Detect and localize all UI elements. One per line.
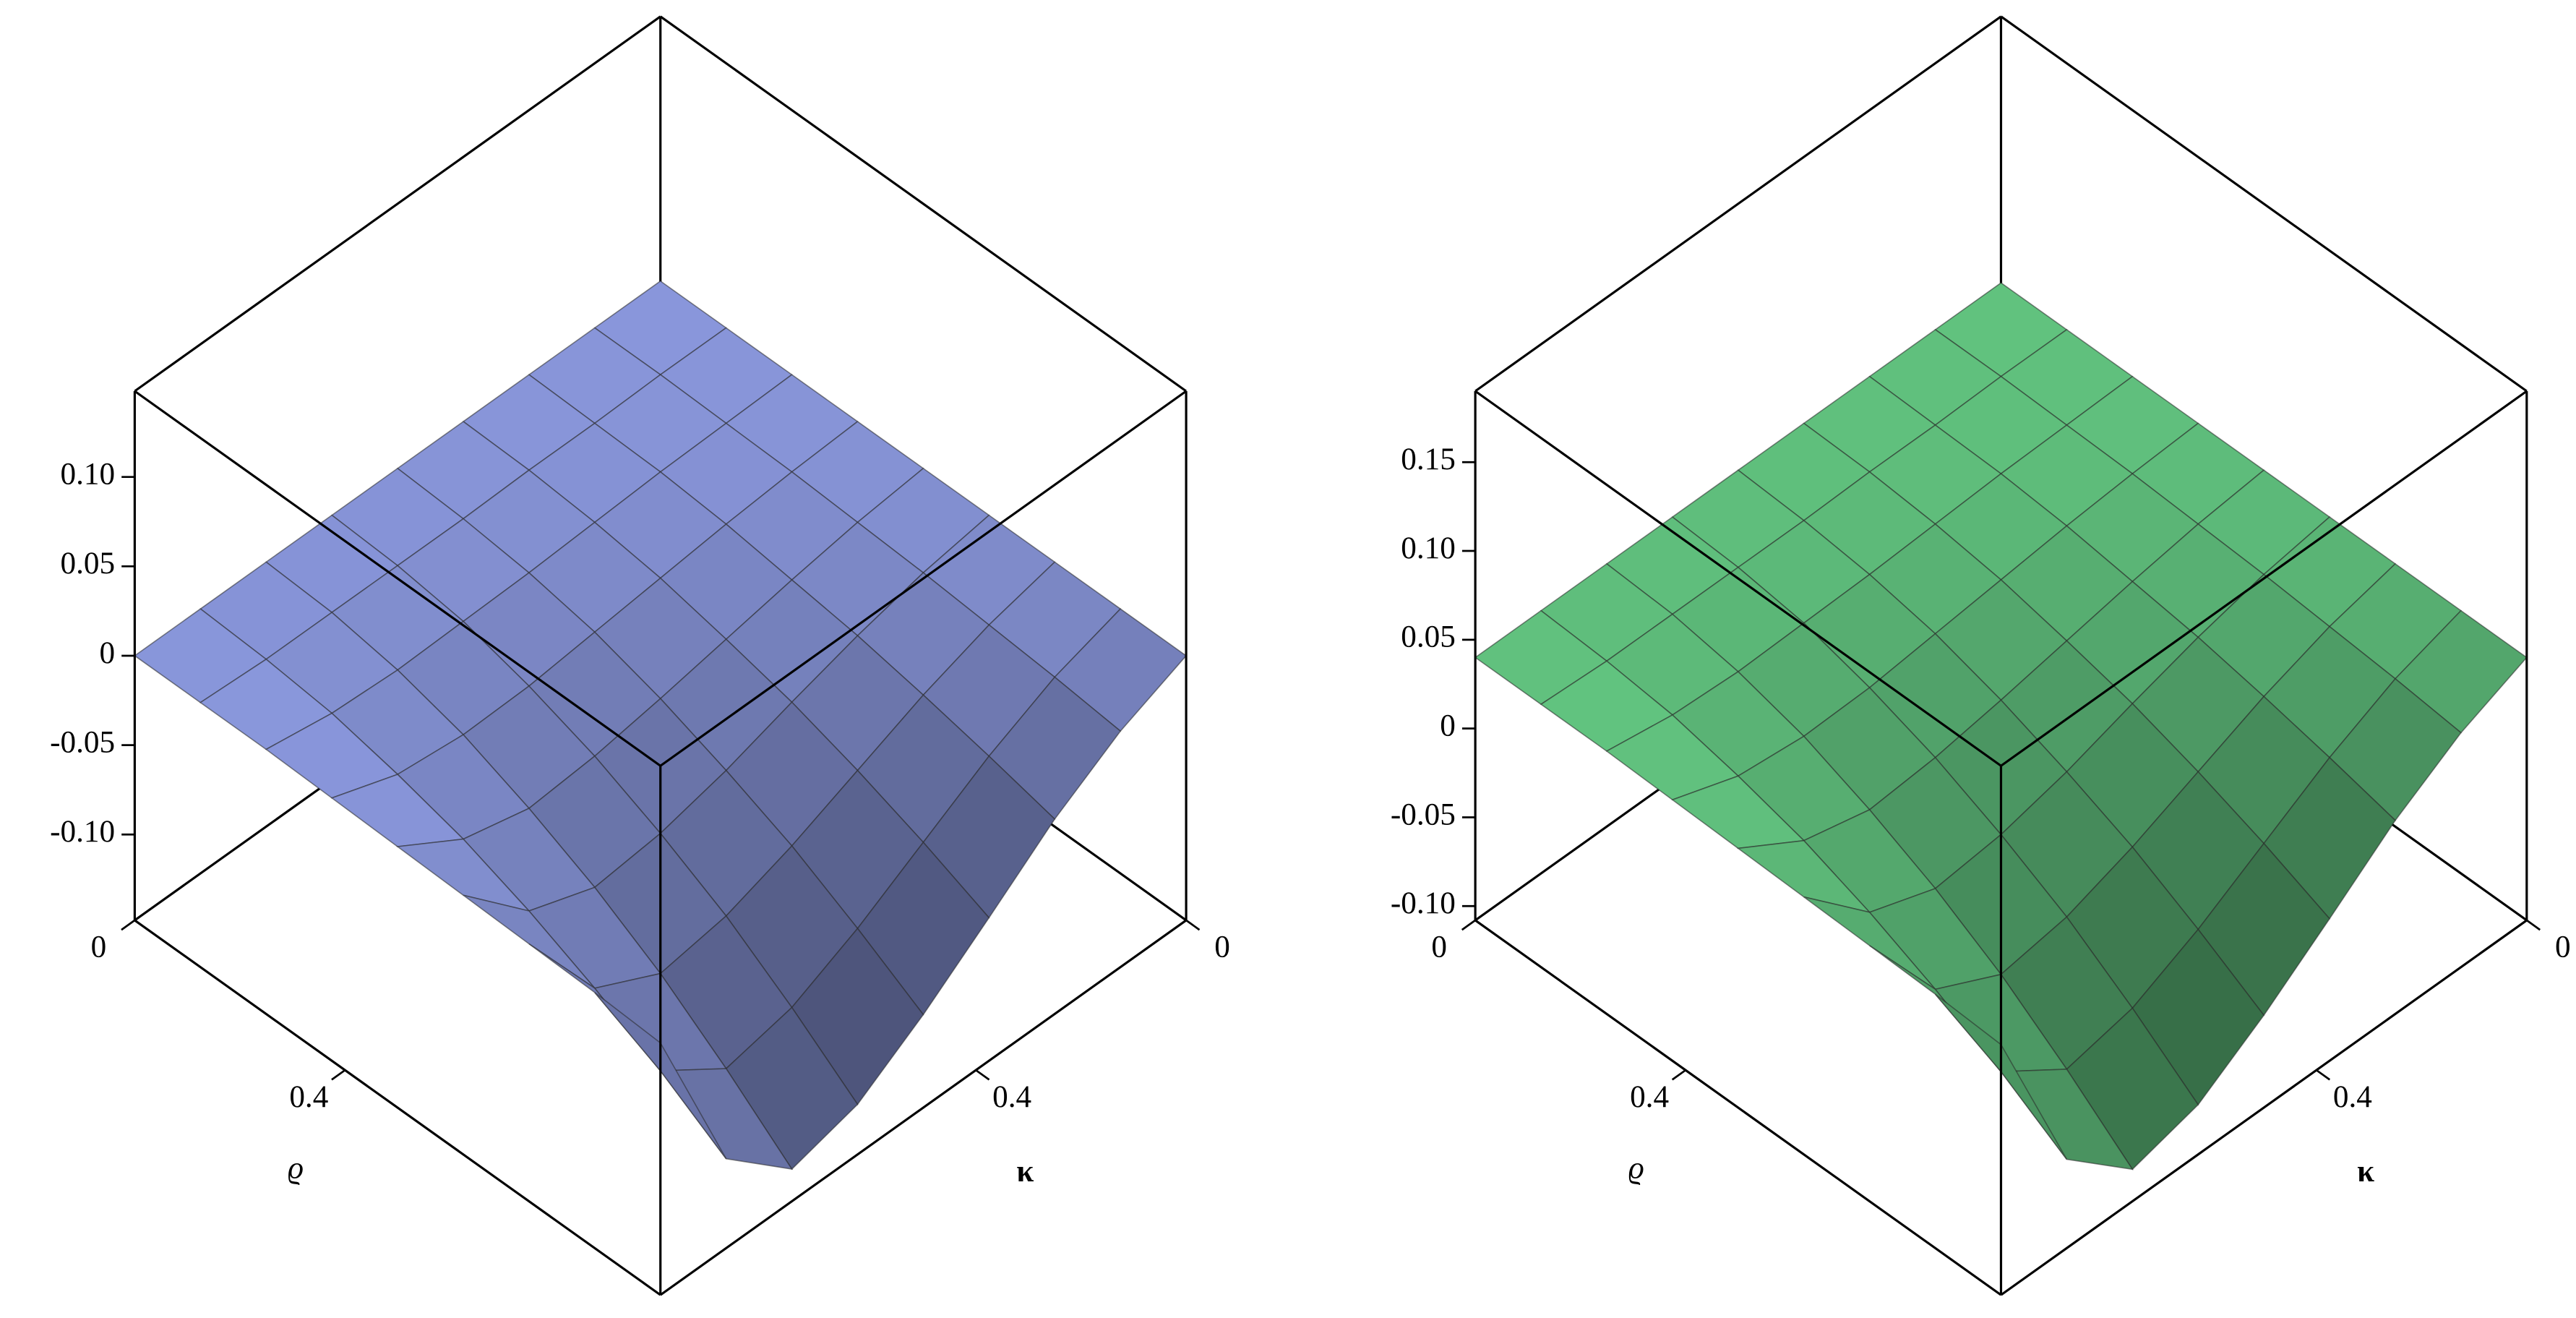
x-tick: [1461, 919, 1476, 931]
y-tick-label: 0.4: [2333, 1080, 2372, 1114]
z-tick-label: 0: [100, 636, 116, 670]
box-edge: [134, 919, 661, 1296]
x-axis-label: ϱ: [1628, 1152, 1644, 1186]
x-axis-label: ϱ: [288, 1152, 304, 1186]
box-edge: [659, 15, 1187, 393]
y-tick-label: 0: [1214, 930, 1230, 964]
box-edge: [2000, 15, 2528, 393]
x-tick-label: 0.4: [1630, 1080, 1669, 1114]
y-tick: [1185, 919, 1201, 931]
z-tick-label: 0.05: [1401, 620, 1456, 654]
box-edge: [659, 919, 1187, 1296]
y-axis-label: κ: [1016, 1155, 1034, 1189]
box-edge: [134, 390, 661, 767]
z-tick-label: -0.05: [1391, 797, 1456, 831]
surface-plot: 0.15 0.10 0.05 0 -0.05 -0.10 0 0.4 0 0.4 ϱ κ: [1391, 15, 2571, 1296]
x-tick: [121, 919, 136, 931]
z-tick-label: -0.10: [1391, 886, 1456, 920]
y-tick: [2526, 919, 2541, 931]
z-tick-label: -0.10: [50, 815, 115, 849]
z-tick-label: 0.10: [61, 458, 116, 492]
x-tick: [331, 1069, 346, 1081]
z-tick-label: 0: [1440, 709, 1456, 743]
x-tick-label: 0.4: [289, 1080, 328, 1114]
x-tick-label: 0: [91, 930, 107, 964]
box-edge: [1474, 390, 2002, 767]
box-edge: [2000, 390, 2528, 767]
box-edge: [1474, 919, 2002, 1296]
x-tick: [1671, 1069, 1686, 1081]
z-tick-label: 0.05: [61, 547, 116, 581]
y-tick: [975, 1069, 990, 1081]
box-edge: [2000, 919, 2528, 1296]
y-axis-label: κ: [2357, 1155, 2374, 1189]
y-tick-label: 0: [2555, 930, 2571, 964]
z-tick-label: 0.15: [1401, 442, 1456, 476]
box-edge: [1474, 15, 2002, 393]
z-tick-label: -0.05: [50, 725, 115, 759]
surface-plot: 0.10 0.05 0 -0.05 -0.10 0 0.4 0 0.4 ϱ κ: [50, 15, 1230, 1296]
box-edge: [134, 15, 661, 393]
z-tick-label: 0.10: [1401, 531, 1456, 565]
y-tick-label: 0.4: [992, 1080, 1031, 1114]
box-edge: [659, 390, 1187, 767]
y-tick: [2316, 1069, 2331, 1081]
x-tick-label: 0: [1431, 930, 1447, 964]
